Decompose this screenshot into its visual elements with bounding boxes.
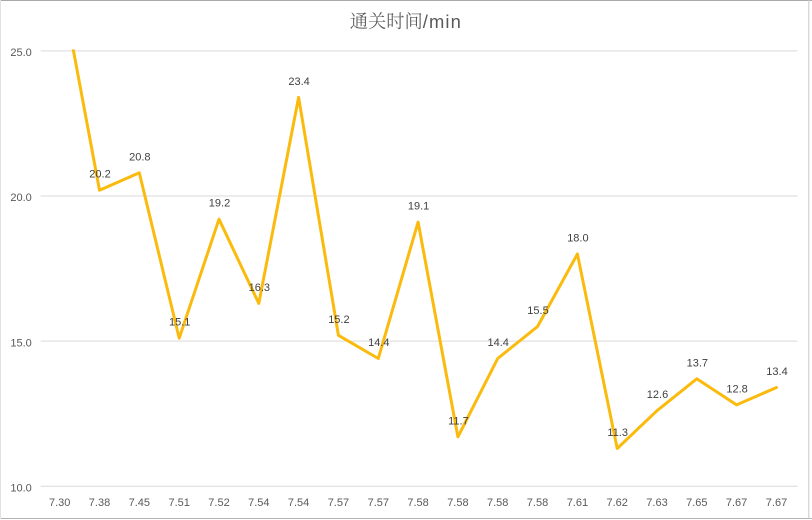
svg-text:/min: /min [423, 11, 462, 32]
svg-text:16.3: 16.3 [249, 282, 270, 294]
svg-text:19.2: 19.2 [209, 198, 230, 210]
svg-text:7.58: 7.58 [407, 497, 428, 509]
svg-text:7.57: 7.57 [328, 497, 349, 509]
svg-text:10.0: 10.0 [10, 482, 31, 494]
svg-text:7.51: 7.51 [168, 497, 189, 509]
svg-text:20.0: 20.0 [10, 192, 31, 204]
svg-text:23.4: 23.4 [288, 76, 309, 88]
svg-text:7.45: 7.45 [129, 497, 150, 509]
svg-text:15.0: 15.0 [10, 337, 31, 349]
svg-text:7.54: 7.54 [248, 497, 269, 509]
svg-text:20.8: 20.8 [129, 151, 150, 163]
svg-text:7.58: 7.58 [487, 497, 508, 509]
svg-text:7.30: 7.30 [49, 497, 70, 509]
svg-text:11.7: 11.7 [448, 415, 469, 427]
svg-text:12.6: 12.6 [647, 389, 668, 401]
svg-text:20.2: 20.2 [89, 169, 110, 181]
svg-text:15.2: 15.2 [328, 314, 349, 326]
svg-text:15.5: 15.5 [527, 305, 548, 317]
svg-text:7.65: 7.65 [686, 497, 707, 509]
svg-text:7.67: 7.67 [726, 497, 747, 509]
svg-text:14.4: 14.4 [368, 337, 389, 349]
svg-text:12.8: 12.8 [726, 383, 747, 395]
svg-text:15.1: 15.1 [169, 317, 190, 329]
svg-text:13.4: 13.4 [766, 366, 787, 378]
svg-text:7.61: 7.61 [567, 497, 588, 509]
svg-text:7.52: 7.52 [208, 497, 229, 509]
svg-text:25.0: 25.0 [10, 47, 31, 59]
svg-text:18.0: 18.0 [567, 233, 588, 245]
svg-text:19.1: 19.1 [408, 201, 429, 213]
svg-text:7.67: 7.67 [766, 497, 787, 509]
svg-text:7.63: 7.63 [646, 497, 667, 509]
svg-text:14.4: 14.4 [487, 337, 508, 349]
svg-text:11.3: 11.3 [607, 427, 628, 439]
svg-text:7.54: 7.54 [288, 497, 309, 509]
svg-text:7.58: 7.58 [447, 497, 468, 509]
svg-text:7.38: 7.38 [89, 497, 110, 509]
svg-text:7.57: 7.57 [368, 497, 389, 509]
svg-text:13.7: 13.7 [687, 357, 708, 369]
svg-text:7.58: 7.58 [527, 497, 548, 509]
svg-text:7.62: 7.62 [606, 497, 627, 509]
